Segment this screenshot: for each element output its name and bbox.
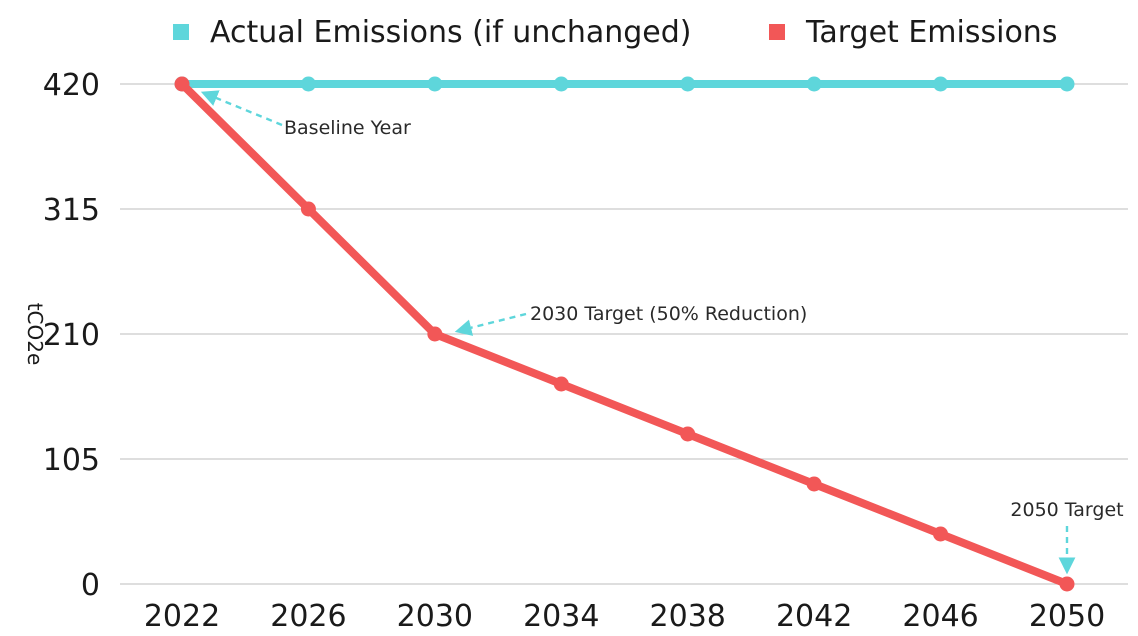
data-point [300, 201, 316, 217]
data-point [680, 426, 696, 442]
data-point [300, 76, 316, 92]
y-tick-label: 315 [43, 193, 100, 228]
y-tick-label: 105 [43, 443, 100, 478]
annotation-label: 2030 Target (50% Reduction) [530, 303, 807, 325]
y-tick-label: 420 [43, 68, 100, 103]
x-tick-label: 2030 [397, 599, 473, 632]
legend-swatch [173, 24, 189, 40]
data-point [1059, 576, 1075, 592]
x-tick-label: 2034 [523, 599, 599, 632]
annotation-arrow [454, 312, 527, 336]
y-tick-labels: 0 105 210 315 420 [43, 68, 100, 603]
data-point [933, 76, 949, 92]
series-actual-emissions [174, 76, 1075, 92]
data-point [427, 326, 443, 342]
legend-label: Target Emissions [805, 15, 1057, 50]
legend-item: Target Emissions [769, 15, 1057, 50]
annotation-label: Baseline Year [284, 117, 411, 139]
annotation-label: 2050 Target [1010, 499, 1123, 521]
x-tick-label: 2026 [270, 599, 346, 632]
y-tick-label: 210 [43, 318, 100, 353]
data-point [680, 76, 696, 92]
series-line [178, 80, 1071, 588]
data-point [806, 476, 822, 492]
legend-label: Actual Emissions (if unchanged) [210, 15, 691, 50]
y-tick-label: 0 [81, 568, 100, 603]
legend-swatch [769, 24, 785, 40]
series-target-emissions [174, 76, 1075, 592]
x-tick-label: 2046 [902, 599, 978, 632]
x-tick-label: 2038 [650, 599, 726, 632]
annotation-layer: Baseline Year 2030 Target (50% Reduction)… [200, 90, 1124, 575]
data-point [427, 76, 443, 92]
x-tick-label: 2042 [776, 599, 852, 632]
annotation-arrow [200, 90, 283, 127]
legend-item: Actual Emissions (if unchanged) [173, 15, 691, 50]
data-point [933, 526, 949, 542]
x-tick-label: 2050 [1029, 599, 1105, 632]
data-point [174, 76, 190, 92]
x-tick-labels: 2022 2026 2030 2034 2038 2042 2046 2050 [144, 599, 1105, 634]
data-point [806, 76, 822, 92]
grid-layer [120, 83, 1128, 585]
x-tick-label: 2022 [144, 599, 220, 632]
data-point [1059, 76, 1075, 92]
data-point [553, 76, 569, 92]
legend: Actual Emissions (if unchanged) Target Em… [173, 15, 1057, 50]
y-axis-label: tCO2e [23, 303, 47, 366]
data-point [553, 376, 569, 392]
series-layer [174, 76, 1075, 592]
